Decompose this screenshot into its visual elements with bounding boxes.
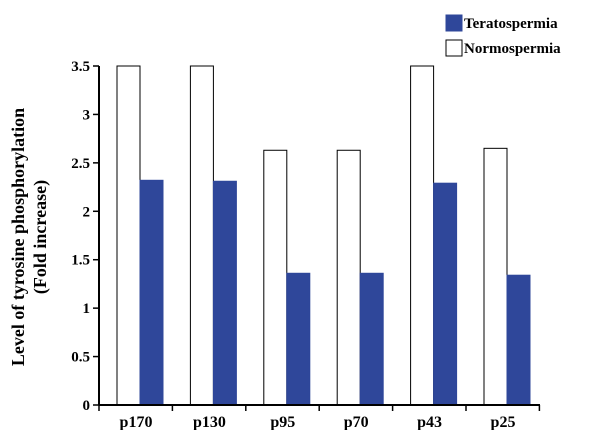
y-tick-label: 0 (83, 398, 91, 414)
x-tick-label-p130: p130 (193, 414, 226, 430)
y-tick-label: 1 (83, 301, 91, 317)
bar-normospermia-p170 (116, 65, 141, 406)
bar-normospermia-p95 (263, 149, 288, 406)
legend-label-normospermia: Normospermia (464, 41, 561, 57)
legend-swatch-normospermia (445, 39, 463, 57)
y-tick-label: 3.5 (71, 59, 90, 75)
bar-normospermia-p70 (336, 149, 361, 406)
bar-normospermia-p25 (483, 147, 508, 406)
x-tick-label-p170: p170 (120, 414, 153, 430)
y-tick-label: 1.5 (71, 253, 90, 269)
axes (98, 66, 540, 406)
x-tick-label-p43: p43 (417, 414, 442, 430)
bar-teratospermia-p95 (286, 272, 311, 406)
y-tick-label: 2.5 (71, 156, 90, 172)
legend-label-teratospermia: Teratospermia (464, 16, 558, 32)
bar-teratospermia-p70 (359, 272, 384, 406)
legend-swatch-teratospermia (445, 14, 463, 32)
bar-normospermia-p130 (189, 65, 214, 406)
y-axis-title-line2: (Fold increase) (30, 180, 51, 294)
x-tick-label-p95: p95 (270, 414, 295, 430)
y-tick-label: 2 (83, 204, 91, 220)
bar-teratospermia-p130 (212, 180, 237, 406)
x-tick-label-p25: p25 (491, 414, 516, 430)
y-tick-label: 0.5 (71, 350, 90, 366)
bar-teratospermia-p170 (139, 179, 164, 406)
y-tick-label: 3 (83, 107, 91, 123)
y-axis-title-line1: Level of tyrosine phosphorylation (8, 108, 28, 366)
bar-normospermia-p43 (410, 65, 435, 406)
bar-teratospermia-p25 (506, 274, 531, 406)
bars (116, 65, 531, 406)
x-axis-ticks: p170 p130 p95 p70 p43 p25 (98, 405, 541, 430)
y-axis-ticks: 0 0.5 1 1.5 2 2.5 3 3.5 (71, 59, 99, 414)
x-tick-label-p70: p70 (344, 414, 369, 430)
legend: Teratospermia Normospermia (445, 14, 561, 57)
bar-teratospermia-p43 (433, 182, 458, 406)
y-axis-title: Level of tyrosine phosphorylation (Fold … (8, 108, 51, 366)
